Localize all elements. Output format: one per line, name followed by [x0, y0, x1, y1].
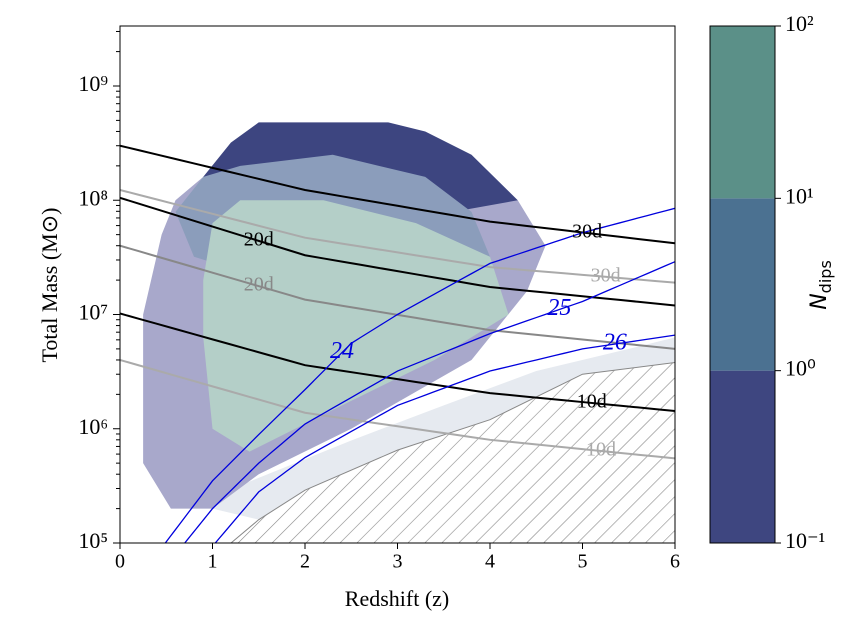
colorbar-frame	[709, 25, 776, 544]
contour-line	[184, 261, 675, 543]
contour-label: 20d	[244, 274, 274, 296]
contour-label: 24	[330, 338, 354, 364]
contour-label: 26	[603, 330, 627, 356]
contour-line	[120, 358, 675, 460]
contour-label: 25	[547, 295, 571, 321]
colorbar-band	[710, 26, 775, 199]
y-tick-label: 10⁸	[78, 185, 108, 210]
contour-label: 10d	[577, 391, 607, 413]
colorbar-band	[710, 198, 775, 371]
y-tick-label: 10⁷	[78, 300, 108, 325]
colorbar-label-symbol: N	[807, 293, 832, 309]
y-tick-label: 10⁹	[78, 71, 108, 96]
contour-line	[164, 207, 675, 543]
y-axis-label: Total Mass (M⊙)	[37, 208, 62, 363]
contour-label: 20d	[244, 228, 274, 250]
contour-line	[120, 196, 675, 307]
colorbar-label-subscript: dips	[816, 260, 835, 293]
contour-region	[203, 200, 509, 452]
contour-line	[120, 312, 675, 412]
x-tick-label: 5	[578, 551, 588, 573]
colorbar-tick-label: 10¹	[785, 183, 814, 208]
y-tick-label: 10⁵	[78, 528, 108, 553]
contour-label: 10d	[586, 439, 616, 461]
colorbar-tick-label: 10⁰	[785, 356, 816, 381]
hatched-region	[230, 362, 675, 543]
contour-label: 30d	[572, 221, 602, 243]
contour-line	[214, 334, 675, 543]
x-tick-label: 3	[393, 551, 403, 573]
colorbar-tick-label: 10²	[785, 11, 814, 36]
x-axis-label: Redshift (z)	[345, 586, 449, 611]
contour-line	[120, 189, 675, 284]
contour-label: 30d	[591, 264, 621, 286]
x-tick-label: 2	[300, 551, 310, 573]
x-tick-label: 0	[115, 551, 125, 573]
plot-area	[120, 122, 675, 543]
colorbar-band	[710, 370, 775, 543]
colorbar-label: Ndips	[807, 260, 835, 310]
x-tick-label: 4	[485, 551, 495, 573]
x-tick-label: 6	[670, 551, 680, 573]
contour-region	[212, 337, 675, 520]
y-tick-label: 10⁶	[78, 414, 108, 439]
colorbar-tick-label: 10⁻¹	[785, 528, 825, 553]
x-tick-label: 1	[208, 551, 218, 573]
